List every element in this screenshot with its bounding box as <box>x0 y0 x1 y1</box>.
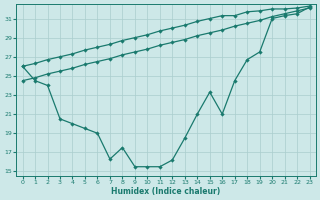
X-axis label: Humidex (Indice chaleur): Humidex (Indice chaleur) <box>111 187 221 196</box>
